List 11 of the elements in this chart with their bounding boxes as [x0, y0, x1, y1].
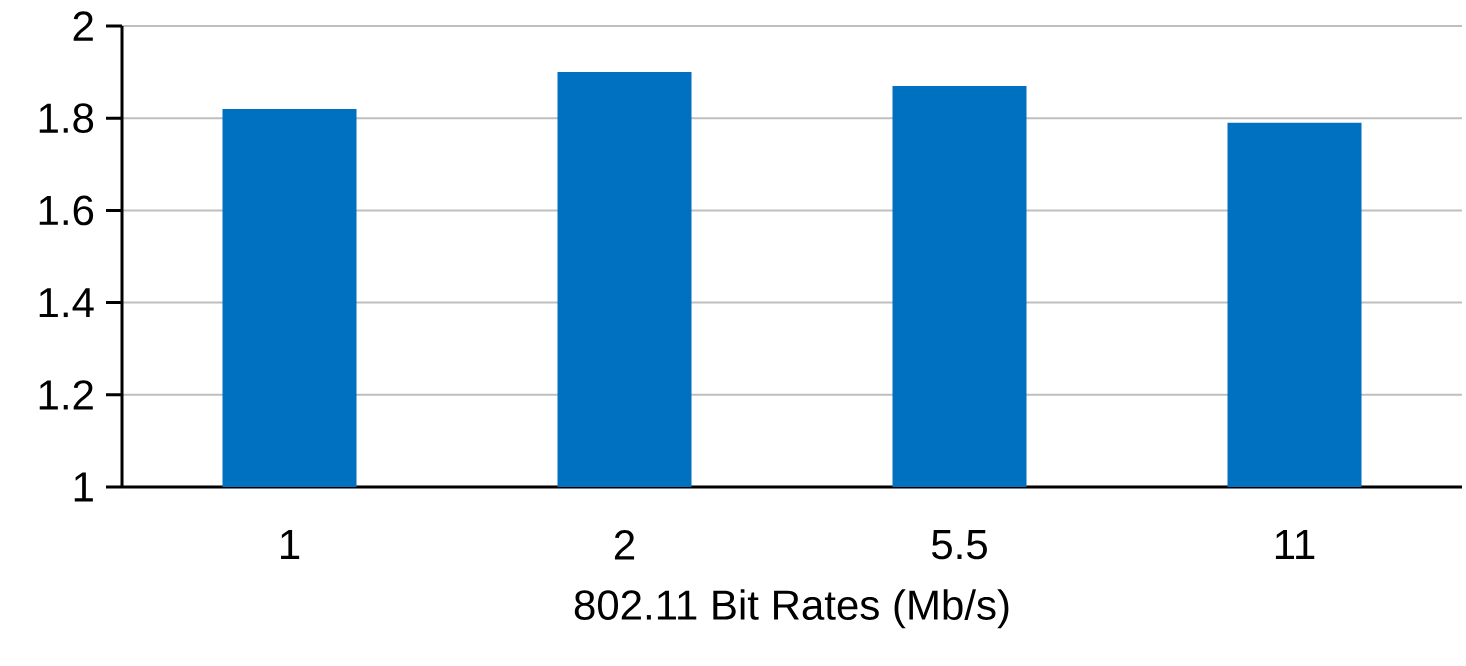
y-tick-label: 1 — [74, 472, 93, 502]
y-tick-label: 1.2 — [39, 380, 93, 410]
y-tick-label: 1.4 — [39, 288, 94, 318]
y-tick-label: 2 — [73, 11, 93, 41]
x-axis-title: 802.11 Bit Rates (Mb/s) — [574, 589, 1009, 629]
x-tick-label: 11 — [1275, 530, 1315, 559]
x-tick-label: 5.5 — [932, 530, 987, 560]
x-tick-label: 2 — [614, 530, 635, 560]
x-tick-label: 1 — [281, 530, 300, 559]
y-tick-label: 1.6 — [39, 195, 94, 226]
y-tick-label: 1.8 — [39, 103, 94, 134]
